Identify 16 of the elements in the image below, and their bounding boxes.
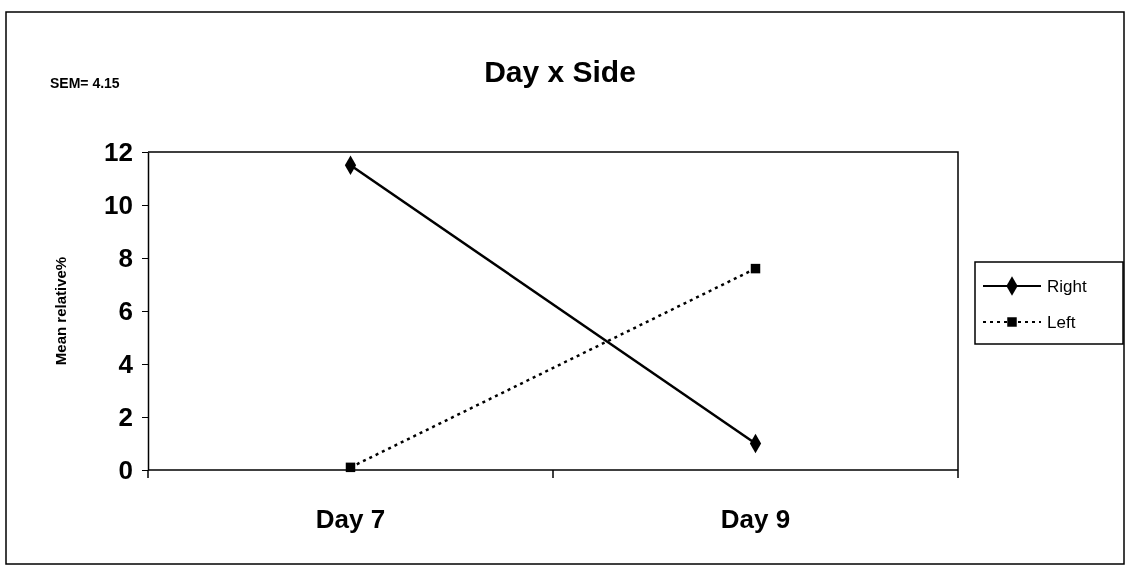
y-tick-label: 2	[118, 401, 133, 432]
y-tick-label: 4	[118, 348, 134, 379]
x-tick-label: Day 9	[720, 504, 791, 534]
chart-title: Day x Side	[484, 55, 636, 88]
legend-label: Left	[1047, 313, 1076, 332]
text: SEM= 4.15	[50, 75, 120, 91]
x-tick-label: Day 7	[315, 504, 386, 534]
legend-label: Right	[1047, 277, 1087, 296]
point	[750, 263, 761, 274]
y-tick-label: 8	[118, 242, 133, 273]
y-axis-title: Mean relative%	[52, 256, 69, 366]
y-tick-label: 12	[104, 136, 133, 167]
y-tick-label: 0	[118, 454, 133, 485]
point	[345, 462, 356, 473]
y-tick-label: 10	[104, 189, 133, 220]
y-tick-label: 6	[118, 295, 133, 326]
